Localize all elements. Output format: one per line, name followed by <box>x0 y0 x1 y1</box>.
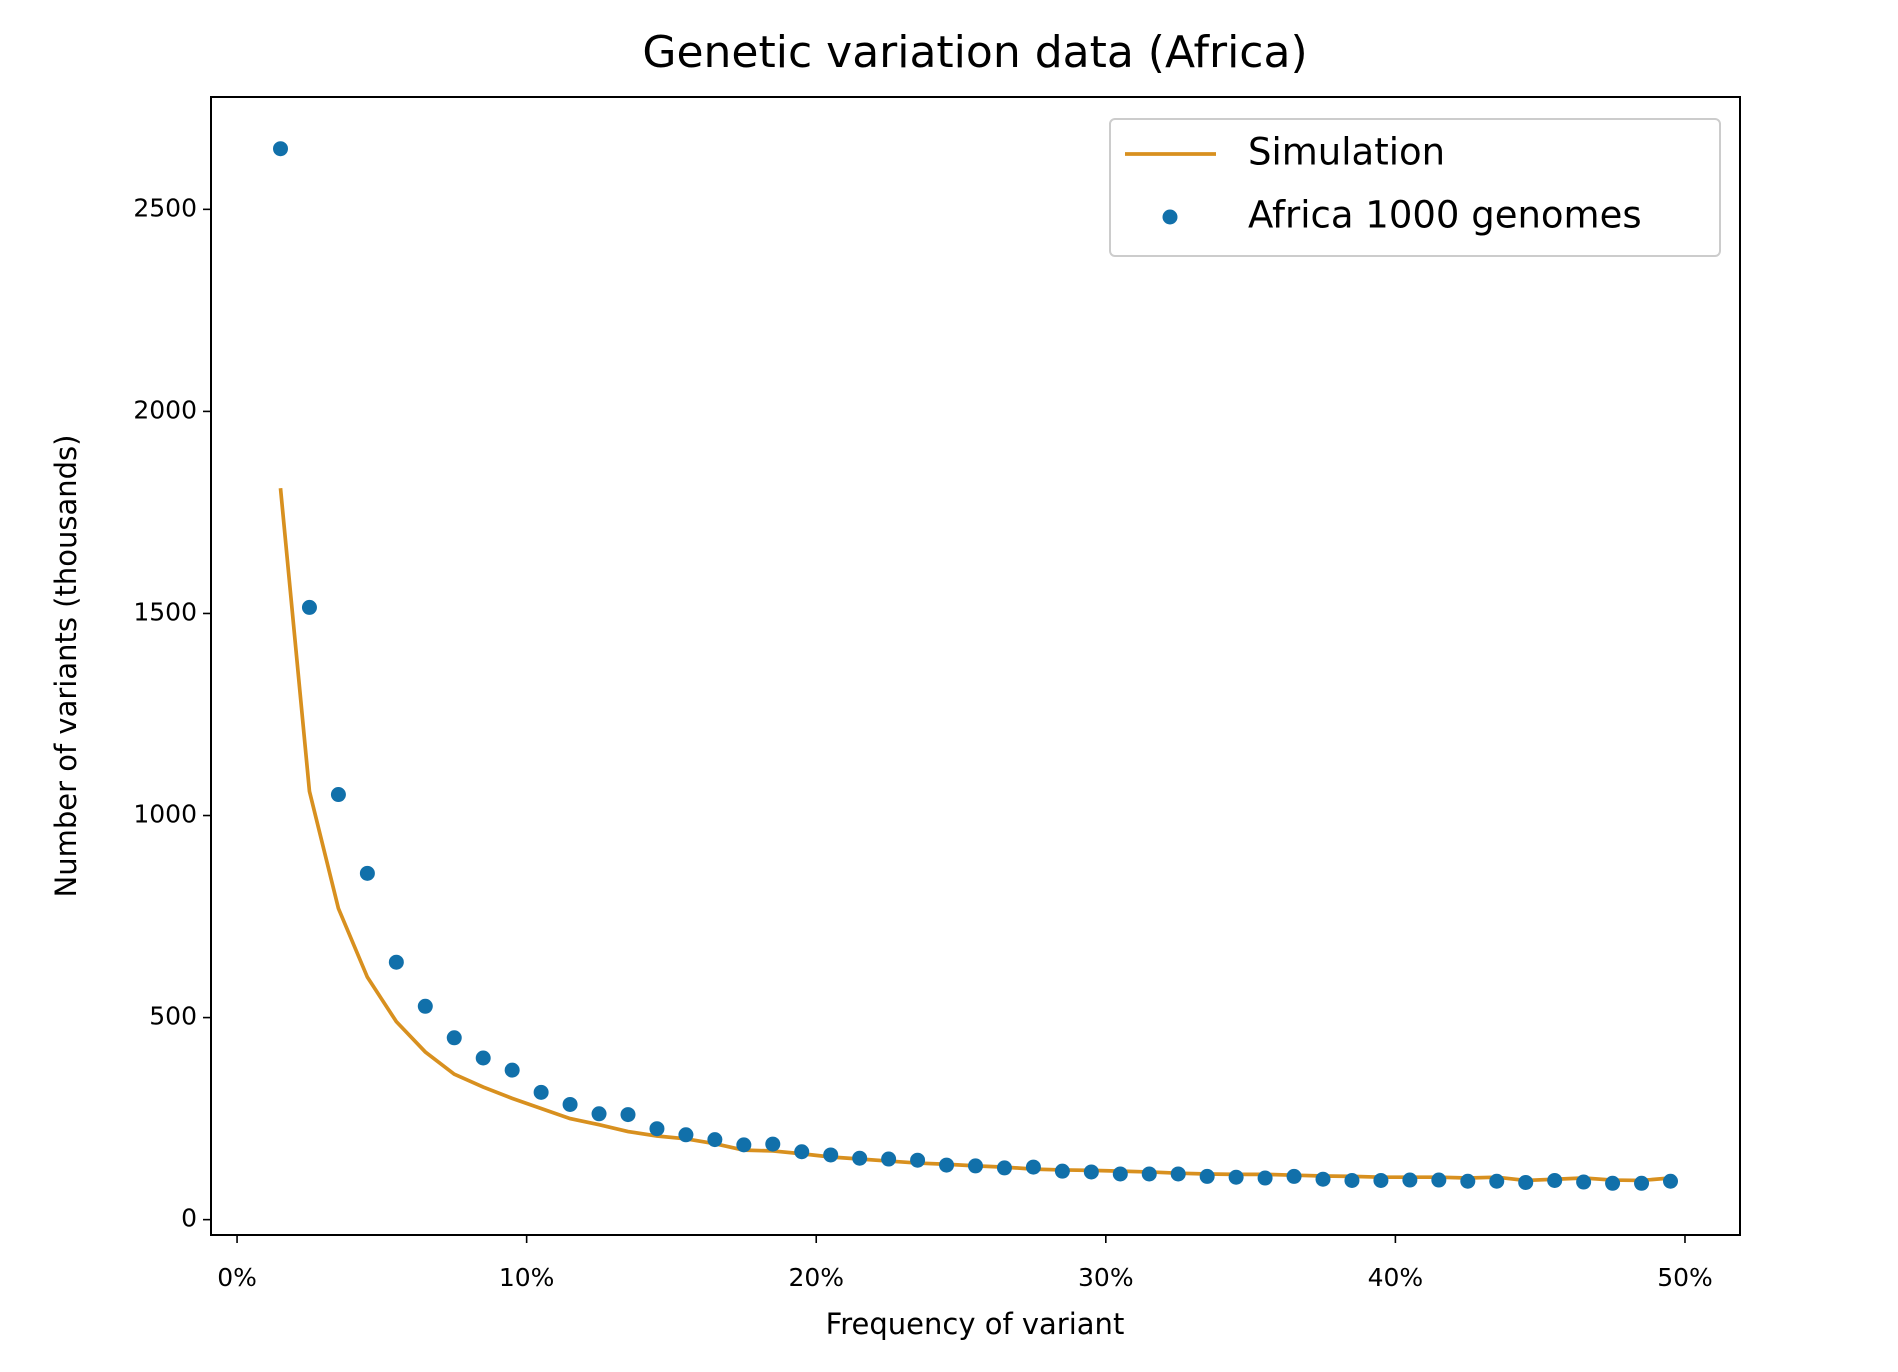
scatter-point <box>765 1136 781 1152</box>
y-axis-label: Number of variants (thousands) <box>49 435 83 898</box>
scatter-point <box>1605 1175 1621 1191</box>
y-tick-label: 2500 <box>133 193 197 222</box>
x-tick-label: 50% <box>1657 1263 1713 1292</box>
scatter-point <box>475 1050 491 1066</box>
scatter-point <box>388 954 404 970</box>
legend: Simulation Africa 1000 genomes <box>1109 118 1721 257</box>
scatter-point <box>359 865 375 881</box>
scatter-point <box>504 1062 520 1078</box>
legend-swatch <box>1162 209 1178 225</box>
scatter-point <box>852 1150 868 1166</box>
scatter-point <box>1199 1168 1215 1184</box>
legend-label: Africa 1000 genomes <box>1248 194 1642 237</box>
scatter-point <box>1663 1173 1678 1189</box>
scatter-point <box>1112 1166 1128 1182</box>
legend-label: Simulation <box>1248 131 1445 174</box>
scatter-point <box>1547 1172 1563 1188</box>
scatter-point <box>939 1157 955 1173</box>
scatter-point <box>1054 1163 1070 1179</box>
scatter-point <box>996 1160 1012 1176</box>
scatter-point <box>1141 1166 1157 1182</box>
scatter-point <box>1025 1159 1041 1175</box>
scatter-point <box>1170 1166 1186 1182</box>
scatter-point <box>273 141 288 157</box>
scatter-point <box>1083 1164 1099 1180</box>
legend-box <box>1109 118 1721 257</box>
scatter-point <box>823 1147 839 1163</box>
scatter-point <box>678 1127 694 1143</box>
scatter-point <box>968 1158 983 1174</box>
scatter-point <box>881 1151 897 1167</box>
scatter-point <box>794 1144 810 1160</box>
plot-frame <box>210 96 1741 1236</box>
scatter-point <box>1518 1174 1534 1190</box>
scatter-point <box>1402 1172 1418 1188</box>
scatter-point <box>736 1137 752 1153</box>
scatter-point <box>1344 1172 1360 1188</box>
scatter-point <box>620 1107 636 1123</box>
scatter-point <box>1634 1175 1650 1191</box>
scatter-point <box>446 1030 462 1046</box>
y-tick-label: 1000 <box>133 800 197 829</box>
scatter-point <box>1286 1168 1302 1184</box>
scatter-point <box>1373 1172 1389 1188</box>
scatter-point <box>1257 1170 1273 1186</box>
scatter-point <box>1489 1173 1505 1189</box>
x-tick-label: 20% <box>788 1263 844 1292</box>
scatter-point <box>1228 1169 1244 1185</box>
scatter-point <box>417 998 433 1014</box>
scatter-point <box>591 1106 607 1122</box>
x-tick-label: 10% <box>499 1263 555 1292</box>
x-axis-label: Frequency of variant <box>826 1307 1125 1341</box>
scatter-point <box>533 1084 549 1100</box>
scatter-point <box>707 1132 723 1148</box>
scatter-point <box>1431 1172 1447 1188</box>
x-tick-label: 40% <box>1368 1263 1424 1292</box>
scatter-point <box>1576 1174 1592 1190</box>
y-tick-label: 2000 <box>133 395 197 424</box>
chart-title: Genetic variation data (Africa) <box>642 27 1307 78</box>
y-tick-label: 0 <box>181 1204 197 1233</box>
scatter-point <box>330 787 346 803</box>
x-tick-label: 0% <box>217 1263 257 1292</box>
scatter-point <box>1460 1173 1476 1189</box>
scatter-point <box>562 1096 578 1112</box>
y-tick-label: 1500 <box>133 597 197 626</box>
x-tick-label: 30% <box>1078 1263 1134 1292</box>
scatter-point <box>649 1121 665 1137</box>
scatter-point <box>910 1152 926 1168</box>
y-tick-label: 500 <box>149 1002 197 1031</box>
scatter-point <box>1315 1171 1331 1187</box>
scatter-point <box>301 599 317 615</box>
